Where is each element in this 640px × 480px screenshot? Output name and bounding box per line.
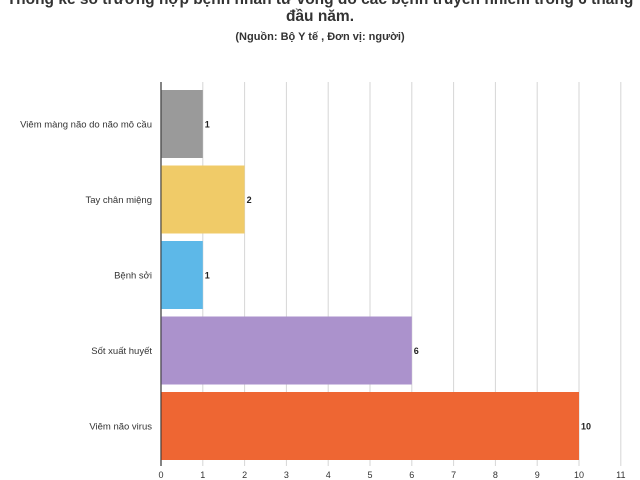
x-tick-label: 11 (616, 470, 625, 480)
x-tick-label: 2 (242, 470, 247, 480)
bar (161, 316, 412, 385)
data-label: 1 (205, 120, 210, 130)
category-label: Bệnh sởi (114, 271, 152, 282)
x-tick-label: 7 (451, 470, 456, 480)
data-label: 2 (247, 195, 252, 205)
bar (161, 392, 579, 460)
x-tick-label: 0 (158, 470, 163, 480)
x-tick-label: 8 (493, 470, 498, 480)
x-tick-label: 3 (284, 470, 289, 480)
category-label: Sốt xuất huyết (91, 346, 152, 357)
category-label: Tay chân miệng (85, 195, 152, 206)
bar (161, 165, 245, 234)
data-label: 6 (414, 346, 419, 356)
x-tick-label: 9 (535, 470, 540, 480)
x-tick-label: 10 (574, 470, 584, 480)
category-label: Viêm não virus (89, 422, 152, 433)
bar (161, 241, 203, 309)
x-tick-label: 1 (200, 470, 205, 480)
category-label: Viêm màng não do não mô cầu (20, 120, 152, 131)
x-tick-label: 5 (367, 470, 372, 480)
chart-title: Thống kê số trường hợp bệnh nhân tử vong… (7, 0, 634, 25)
data-label: 10 (581, 422, 591, 432)
bar (161, 90, 203, 158)
x-tick-label: 6 (409, 470, 414, 480)
chart-subtitle: (Nguồn: Bộ Y tế , Đơn vị: người) (235, 31, 405, 43)
x-tick-label: 4 (326, 470, 331, 480)
data-label: 1 (205, 271, 210, 281)
